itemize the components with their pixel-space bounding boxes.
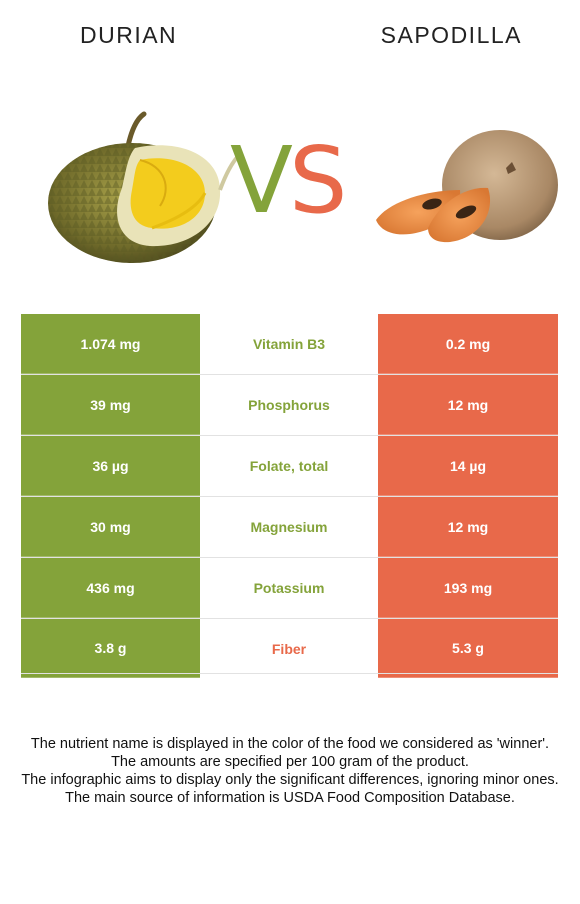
durian-value: 436 mg — [21, 558, 200, 618]
comparison-table: 1.074 mg Vitamin B3 0.2 mg 39 mg Phospho… — [21, 314, 558, 678]
nutrient-name: Phosphorus — [200, 375, 378, 435]
sapodilla-value: 5.3 g — [378, 619, 558, 678]
durian-image — [48, 111, 240, 263]
durian-value: 30 mg — [21, 497, 200, 557]
footnotes: The nutrient name is displayed in the co… — [20, 735, 560, 807]
table-row: 436 mg Potassium 193 mg — [21, 558, 558, 619]
vs-v: V — [230, 127, 293, 234]
durian-value: 3.8 g — [21, 619, 200, 678]
table-divider — [21, 673, 558, 674]
nutrient-name: Magnesium — [200, 497, 378, 557]
sapodilla-value: 12 mg — [378, 497, 558, 557]
table-row: 30 mg Magnesium 12 mg — [21, 497, 558, 558]
table-row: 36 µg Folate, total 14 µg — [21, 436, 558, 497]
sapodilla-value: 193 mg — [378, 558, 558, 618]
footnote: The nutrient name is displayed in the co… — [30, 736, 550, 752]
table-row: 39 mg Phosphorus 12 mg — [21, 375, 558, 436]
nutrient-name: Fiber — [200, 619, 378, 678]
nutrient-name: Potassium — [200, 558, 378, 618]
durian-value: 36 µg — [21, 436, 200, 496]
table-row: 1.074 mg Vitamin B3 0.2 mg — [21, 314, 558, 375]
footnote: The infographic aims to display only the… — [21, 772, 559, 788]
sapodilla-value: 14 µg — [378, 436, 558, 496]
durian-value: 1.074 mg — [21, 314, 200, 374]
vs-s: S — [288, 127, 347, 234]
sapodilla-value: 12 mg — [378, 375, 558, 435]
nutrient-name: Vitamin B3 — [200, 314, 378, 374]
nutrient-name: Folate, total — [200, 436, 378, 496]
title-sapodilla: SAPODILLA — [380, 22, 522, 48]
footnote: The amounts are specified per 100 gram o… — [111, 754, 469, 770]
sapodilla-image — [376, 130, 558, 243]
table-row: 3.8 g Fiber 5.3 g — [21, 619, 558, 678]
sapodilla-value: 0.2 mg — [378, 314, 558, 374]
vs-label: VS — [230, 135, 347, 227]
durian-value: 39 mg — [21, 375, 200, 435]
title-durian: DURIAN — [80, 22, 178, 48]
footnote: The main source of information is USDA F… — [65, 790, 515, 806]
